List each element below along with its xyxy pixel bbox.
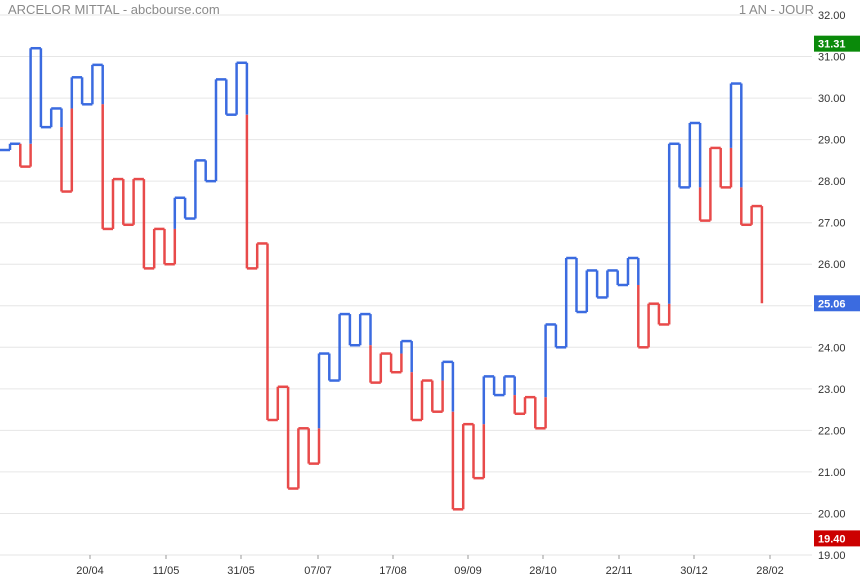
y-tick-label: 26.00 [818, 259, 846, 271]
y-tick-label: 22.00 [818, 425, 846, 437]
y-tick-label: 28.00 [818, 176, 846, 188]
y-tick-label: 32.00 [818, 10, 846, 22]
y-tick-label: 27.00 [818, 218, 846, 230]
chart-title: ARCELOR MITTAL - abcbourse.com [8, 2, 220, 17]
high-price-badge: 31.31 [818, 39, 846, 51]
x-tick-label: 09/09 [454, 565, 482, 577]
y-tick-label: 19.00 [818, 550, 846, 562]
low-price-badge-bg [814, 530, 860, 547]
y-axis: 19.0020.0021.0022.0023.0024.0025.0026.00… [818, 10, 846, 562]
x-tick-label: 28/02 [756, 565, 784, 577]
x-tick-label: 22/11 [606, 565, 633, 577]
x-tick-label: 30/12 [680, 565, 708, 577]
x-tick-label: 31/05 [227, 565, 255, 577]
y-tick-label: 29.00 [818, 135, 846, 147]
x-tick-label: 07/07 [304, 565, 332, 577]
last-price-badge: 25.06 [818, 298, 846, 310]
last-price-badge-bg [814, 295, 860, 312]
y-tick-label: 31.00 [818, 52, 846, 64]
y-tick-label: 21.00 [818, 467, 846, 479]
x-tick-label: 11/05 [153, 565, 180, 577]
grid-lines [0, 14, 812, 556]
x-axis: 20/04 11/05 31/05 07/07 17/08 09/09 28/10 22/11… [76, 555, 784, 577]
period-label: 1 AN - JOUR [738, 2, 814, 17]
y-tick-label: 20.00 [818, 508, 846, 520]
low-price-badge: 19.40 [818, 533, 846, 545]
y-tick-label: 24.00 [818, 342, 846, 354]
price-badges: 31.31 25.06 19.40 [814, 35, 860, 547]
high-price-badge-bg [814, 35, 860, 52]
price-series [0, 46, 764, 511]
y-tick-label: 30.00 [818, 93, 846, 105]
x-tick-label: 17/08 [379, 565, 407, 577]
y-tick-label: 23.00 [818, 384, 846, 396]
x-tick-label: 28/10 [529, 565, 557, 577]
x-tick-label: 20/04 [76, 565, 104, 577]
